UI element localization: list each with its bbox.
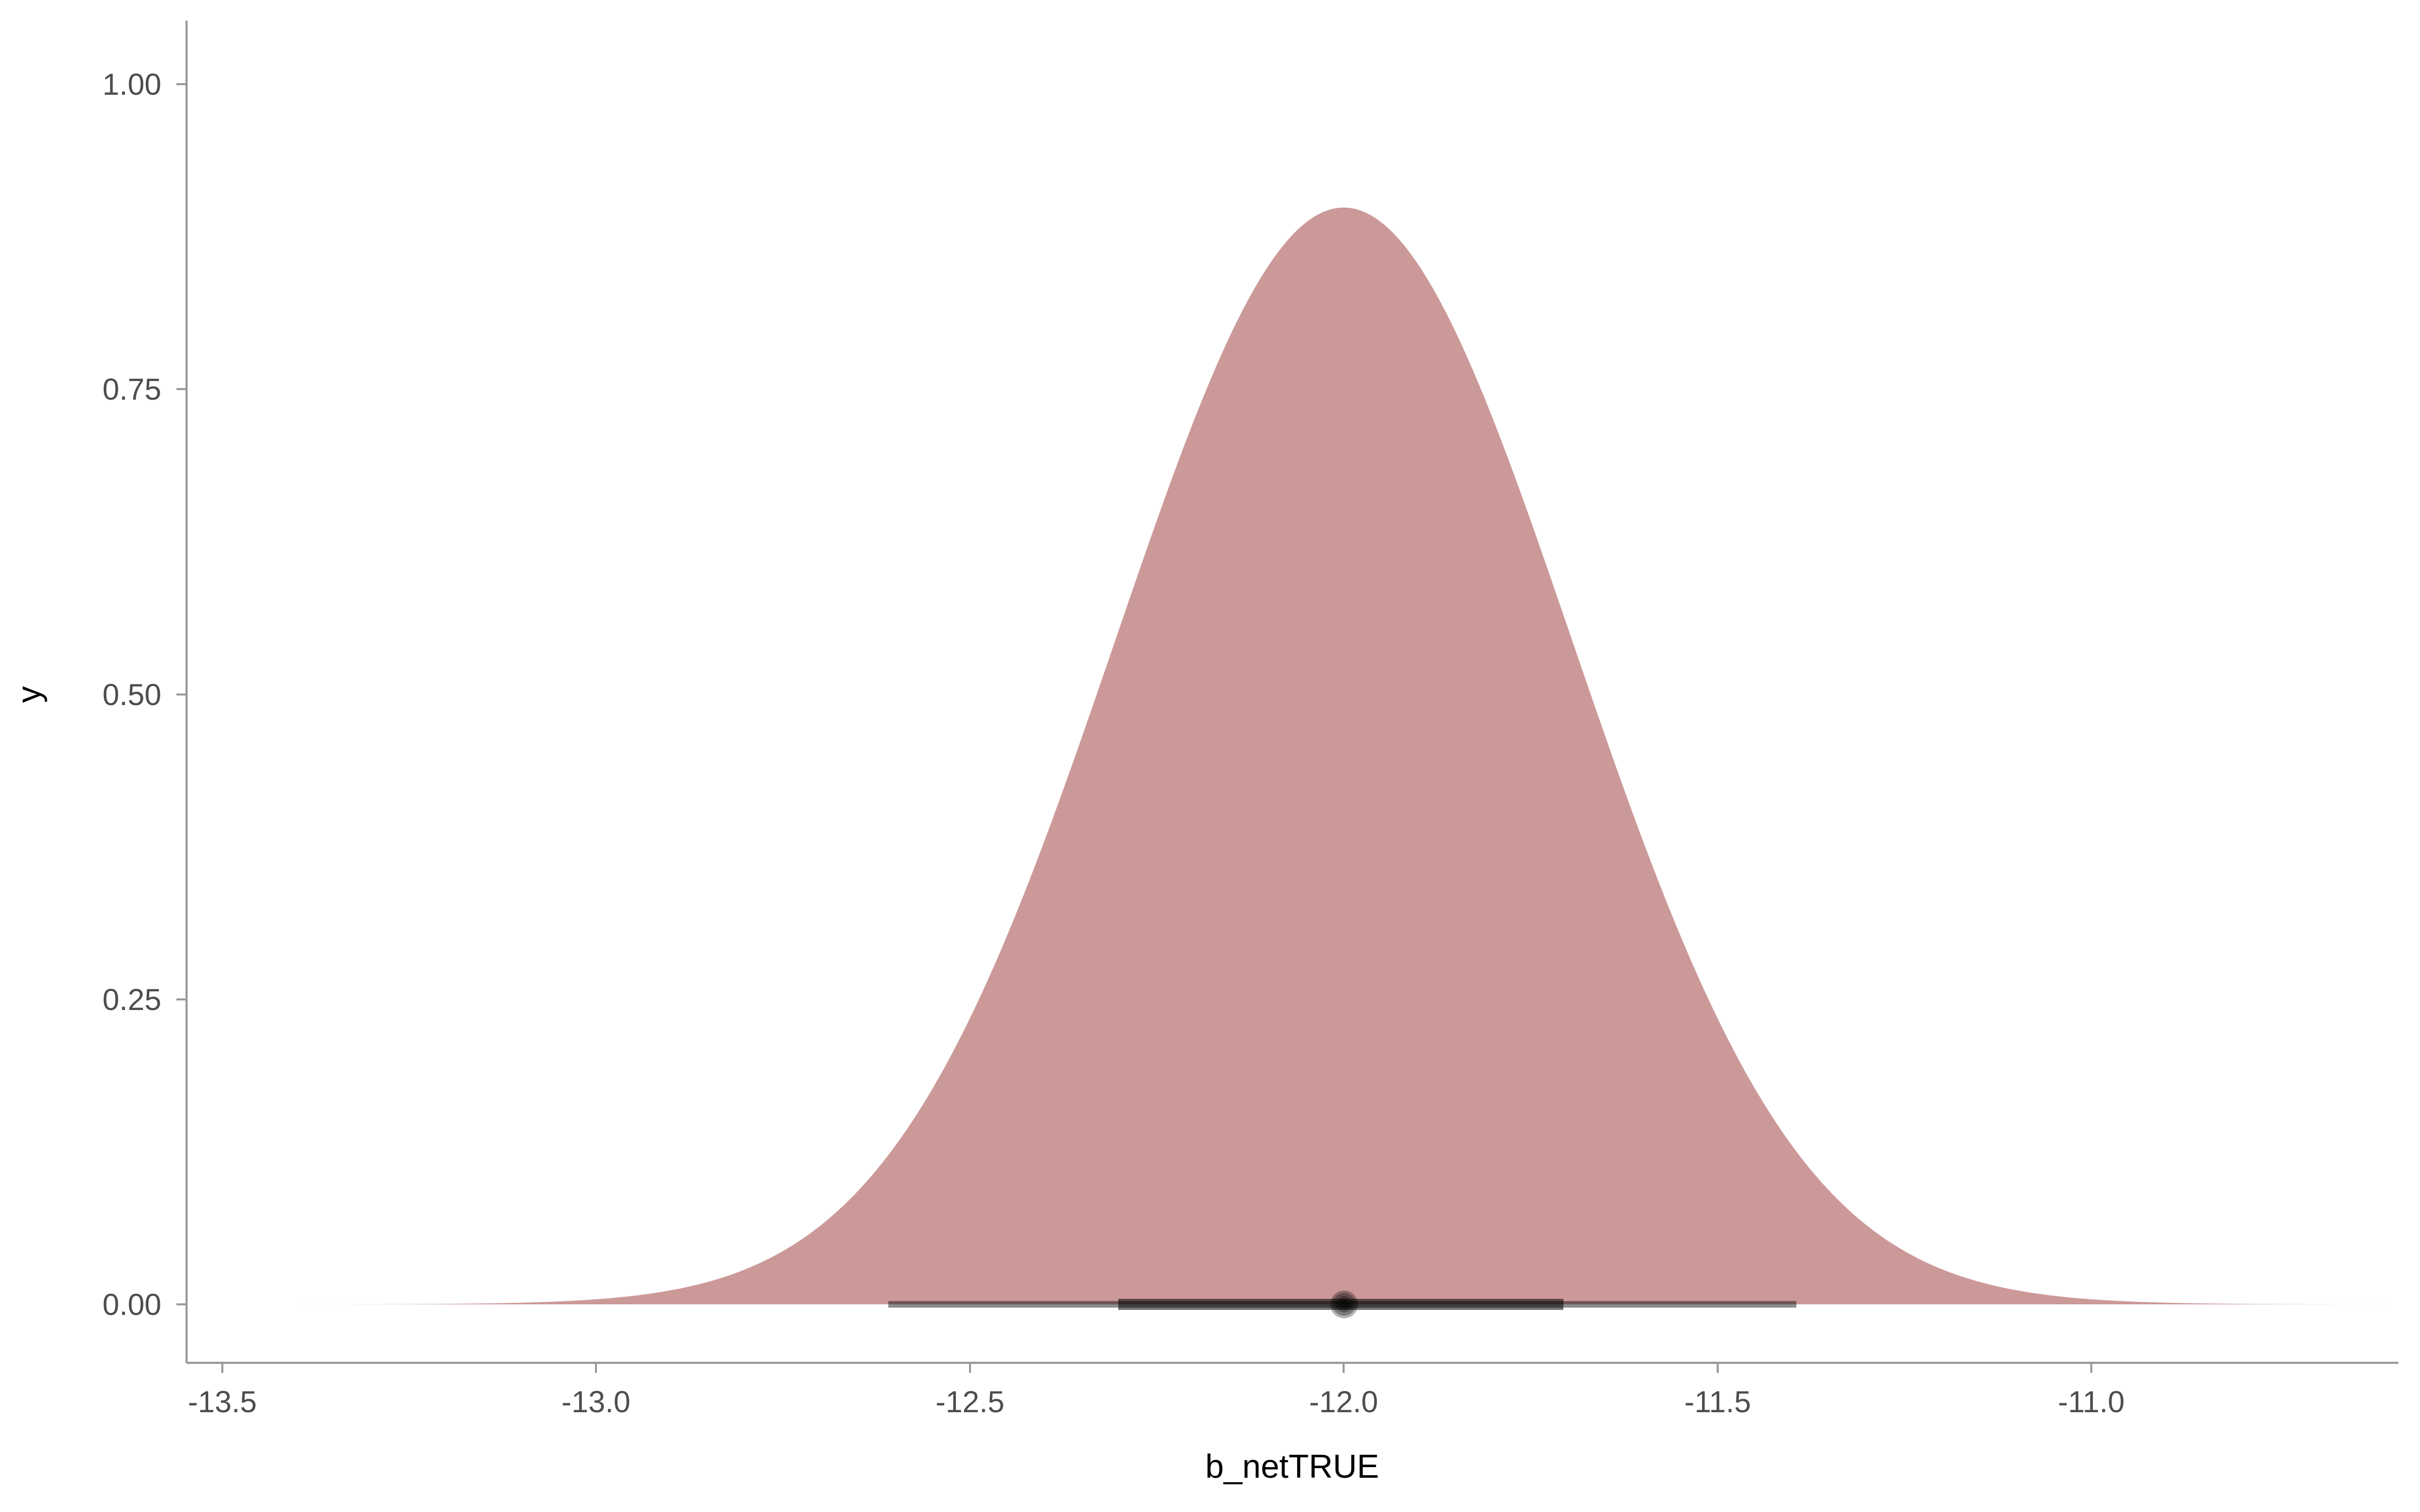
svg-text:-11.5: -11.5 [1684,1385,1751,1419]
svg-text:0.25: 0.25 [102,983,161,1017]
svg-text:y: y [10,686,47,703]
svg-text:-13.5: -13.5 [188,1385,257,1419]
svg-text:-13.0: -13.0 [562,1385,631,1419]
svg-text:0.75: 0.75 [102,372,161,406]
svg-text:-12.0: -12.0 [1309,1385,1378,1419]
svg-text:0.50: 0.50 [102,678,161,712]
svg-text:-11.0: -11.0 [2058,1385,2125,1419]
svg-text:b_netTRUE: b_netTRUE [1205,1447,1379,1485]
svg-text:0.00: 0.00 [102,1288,161,1321]
svg-text:1.00: 1.00 [102,68,161,101]
svg-text:-12.5: -12.5 [936,1385,1005,1419]
